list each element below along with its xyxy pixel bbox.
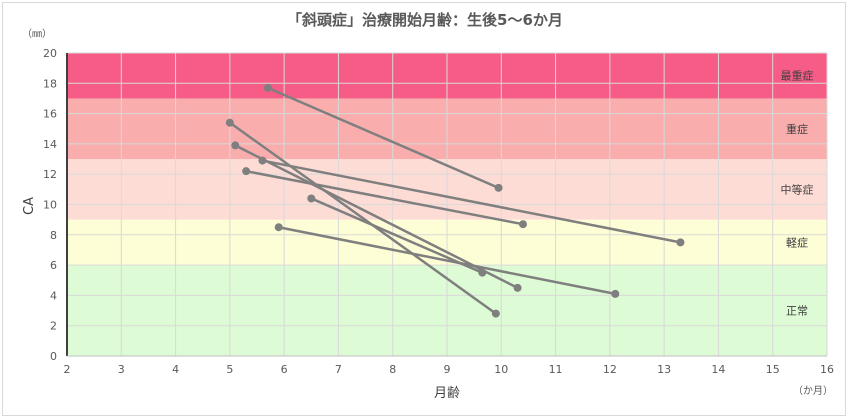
series-5-point-1 <box>478 268 487 277</box>
y-tick-label-4: 8 <box>50 229 57 242</box>
x-tick-label-0: 2 <box>64 363 71 376</box>
x-tick-label-2: 4 <box>172 363 179 376</box>
series-6-point-1 <box>611 289 620 298</box>
series-4-point-0 <box>242 167 251 176</box>
y-tick-label-10: 20 <box>43 47 57 60</box>
band-label-0: 正常 <box>786 305 808 318</box>
x-tick-label-5: 7 <box>335 363 342 376</box>
series-2-point-0 <box>231 141 240 150</box>
series-line-0 <box>267 86 500 189</box>
y-tick-label-7: 14 <box>43 138 57 151</box>
y-tick-label-1: 2 <box>50 320 57 333</box>
x-tick-label-9: 11 <box>549 363 563 376</box>
series-1-point-1 <box>491 309 500 318</box>
series-4-point-1 <box>519 220 527 229</box>
series-line-4 <box>245 169 524 226</box>
x-tick-label-8: 10 <box>494 363 508 376</box>
y-tick-label-0: 0 <box>50 350 57 363</box>
band-label-4: 最重症 <box>781 69 814 83</box>
x-tick-label-6: 8 <box>389 363 396 376</box>
series-5-point-0 <box>307 194 316 203</box>
band-label-3: 重症 <box>786 122 808 136</box>
y-tick-label-9: 18 <box>43 77 57 90</box>
y-axis-unit: （㎜） <box>22 28 52 40</box>
series-line-6 <box>278 225 616 296</box>
x-tick-label-11: 13 <box>657 363 671 376</box>
x-tick-label-1: 3 <box>118 363 125 376</box>
band-label-2: 中等症 <box>781 182 814 196</box>
x-tick-label-4: 6 <box>281 363 288 376</box>
band-label-1: 軽症 <box>786 235 808 249</box>
series-line-3 <box>262 159 681 244</box>
series-line-1 <box>229 121 497 315</box>
series-0-point-0 <box>263 83 272 92</box>
series-6-point-0 <box>274 223 283 232</box>
x-tick-label-7: 9 <box>444 363 451 376</box>
series-0-point-1 <box>494 183 503 192</box>
x-tick-label-3: 5 <box>226 363 233 376</box>
y-tick-label-2: 4 <box>50 289 57 302</box>
x-tick-label-12: 14 <box>711 363 725 376</box>
chart-frame: 正常 軽症 中等症 重症 最重症 2 3 4 5 6 7 8 9 10 11 12 13 14 15 16 0 2 4 6 8… <box>2 2 846 416</box>
y-tick-label-8: 16 <box>43 108 57 121</box>
series-3-point-1 <box>676 238 685 247</box>
data-series <box>225 83 685 318</box>
series-line-5 <box>310 197 483 274</box>
y-tick-label-6: 12 <box>43 168 57 181</box>
x-axis-label: 月齢 <box>434 386 460 401</box>
y-tick-label-3: 6 <box>50 259 57 272</box>
x-tick-label-14: 16 <box>820 363 834 376</box>
chart-title: 「斜頭症」治療開始月齢：生後5～6か月 <box>287 11 563 29</box>
y-axis-label: CA <box>22 197 37 215</box>
x-axis-unit: （か月） <box>793 385 833 397</box>
x-tick-label-10: 12 <box>603 363 617 376</box>
series-1-point-0 <box>225 118 234 127</box>
x-tick-label-13: 15 <box>766 363 780 376</box>
series-2-point-1 <box>513 283 522 292</box>
series-3-point-0 <box>258 156 267 165</box>
y-tick-label-5: 10 <box>43 199 57 212</box>
